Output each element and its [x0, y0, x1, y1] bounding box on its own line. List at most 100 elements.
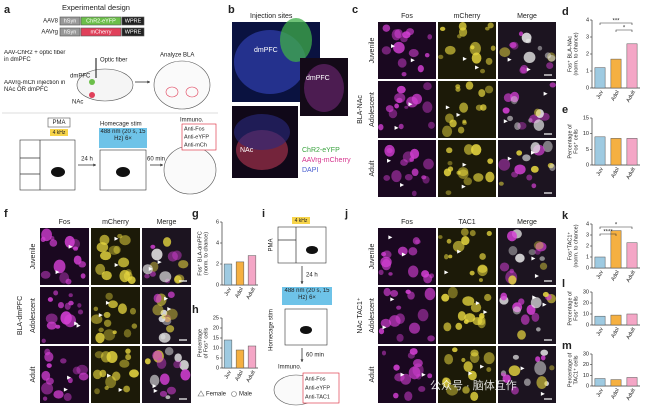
cell [410, 148, 420, 159]
cell [522, 154, 531, 162]
cell [77, 309, 84, 315]
cell [408, 322, 421, 334]
column-header: mCherry [454, 13, 481, 20]
cell [99, 369, 107, 378]
cell [398, 123, 404, 130]
cell [165, 395, 171, 400]
cell [542, 140, 553, 153]
cell [446, 147, 453, 154]
bar [223, 339, 233, 369]
significance-bracket [599, 226, 633, 229]
cell [381, 350, 387, 356]
cell [549, 163, 556, 172]
label: Anti-Fos [305, 376, 326, 382]
label: 60 min [306, 353, 324, 359]
cell [405, 289, 411, 295]
cell [41, 338, 46, 343]
cell [164, 347, 174, 356]
cell [159, 271, 172, 283]
cell [499, 262, 510, 272]
cell [72, 246, 79, 251]
cell [55, 324, 61, 329]
cell [151, 248, 163, 261]
arrowhead-marker [167, 307, 172, 312]
cell [53, 259, 66, 274]
cell [539, 256, 545, 261]
cell [470, 144, 482, 156]
label: WPRE [125, 18, 142, 24]
cell [485, 57, 493, 65]
cell [531, 312, 540, 322]
arrowhead-marker [55, 270, 60, 275]
cell [378, 123, 384, 131]
y-axis-label: Fos⁺TAC1⁺ [566, 232, 573, 261]
stain [234, 114, 290, 150]
cell [478, 278, 483, 282]
significance-label: *** [612, 19, 620, 25]
cage [277, 226, 327, 264]
row-label: Adolescent [369, 92, 376, 127]
cell [462, 119, 467, 124]
pma-box [47, 117, 71, 128]
arrowhead-marker [421, 372, 426, 377]
cell [508, 245, 518, 256]
cell [179, 359, 189, 371]
cell [528, 249, 536, 256]
cell [396, 333, 404, 342]
cell [536, 376, 548, 389]
x-tick-label: Adol [610, 388, 621, 401]
cell [415, 239, 421, 245]
label: Anti-eYFP [305, 385, 330, 391]
y-tick-label: 4 [586, 17, 589, 23]
y-axis-label: of Fos⁺ cells [202, 327, 209, 358]
label: dmPFC [306, 75, 330, 82]
x-tick-label: Adol [610, 167, 621, 180]
cell [484, 293, 492, 302]
cell [485, 26, 490, 31]
arrowhead-marker [462, 56, 467, 61]
cell [447, 160, 453, 166]
y-tick-label: 10 [583, 373, 589, 379]
cell [500, 292, 508, 301]
label: hSyn [64, 29, 77, 35]
micrograph [498, 346, 556, 403]
cell [41, 382, 54, 395]
cell [535, 356, 541, 363]
arrowhead-marker [475, 301, 480, 306]
panel-title: Injection sites [250, 13, 293, 20]
cell [533, 241, 544, 250]
label: mCherry [90, 29, 111, 35]
column-header: Fos [401, 13, 413, 20]
panel-label: l [562, 278, 565, 290]
cell [396, 305, 402, 310]
row-label: Adult [30, 366, 37, 382]
arrowhead-marker [503, 119, 508, 124]
cell [424, 52, 430, 58]
mouse [306, 246, 318, 254]
cell [113, 245, 121, 254]
column-header: Fos [401, 219, 413, 226]
panel-label: b [228, 4, 235, 16]
cell [167, 291, 175, 298]
bar [626, 242, 638, 269]
bla-outline [185, 86, 199, 98]
cell [515, 253, 525, 263]
y-tick-label: 2 [216, 261, 219, 267]
wrapped-text: AAVrg-mCh injection in NAc OR dmPFC [4, 80, 66, 93]
cell [498, 158, 511, 171]
cell [457, 126, 465, 134]
label: AAV8 [43, 19, 59, 25]
cell [508, 275, 517, 285]
cell [546, 62, 554, 70]
cell [164, 316, 171, 323]
cell [457, 311, 466, 321]
cell [408, 247, 418, 256]
cell [101, 270, 112, 281]
cell [542, 291, 549, 298]
y-tick-label: 0 [216, 365, 219, 371]
antibody-box [181, 123, 217, 151]
cell [411, 168, 419, 177]
y-tick-label: 3 [586, 232, 589, 238]
panel-label: h [192, 304, 199, 316]
cell [383, 287, 391, 297]
